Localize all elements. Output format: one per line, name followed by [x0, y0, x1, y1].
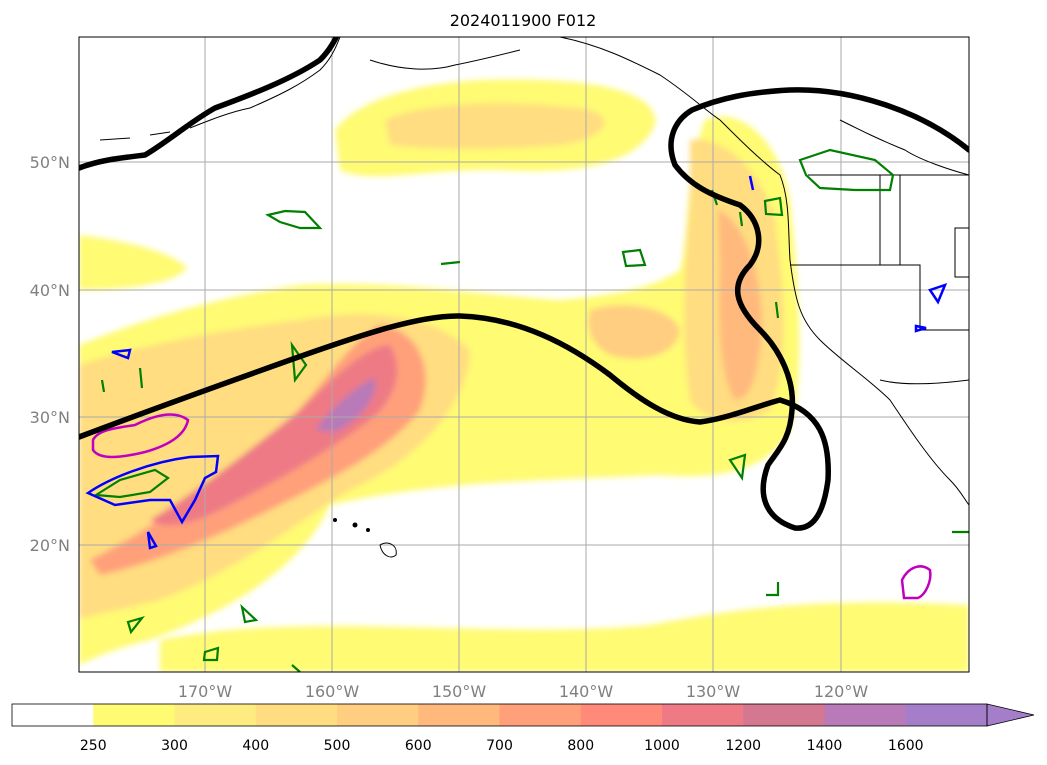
- colorbar-swatch: [255, 704, 338, 726]
- colorbar-tick-label: 300: [161, 738, 188, 754]
- ivt-1400-region: [315, 378, 376, 432]
- lat-label: 20°N: [30, 536, 70, 555]
- lon-label: 120°W: [814, 682, 869, 701]
- map-frame: [78, 36, 970, 673]
- green-contours: [92, 148, 969, 672]
- map-title: 2024011900 F012: [450, 11, 597, 30]
- colorbar-swatch: [93, 704, 175, 726]
- colorbar-swatch: [580, 704, 663, 726]
- lat-label: 30°N: [30, 408, 70, 427]
- lon-labels: 170°W 160°W 150°W 140°W 130°W 120°W: [178, 682, 869, 701]
- ivt-400-region-north: [385, 103, 605, 149]
- lon-label: 160°W: [305, 682, 360, 701]
- ivt-filled-contours: [79, 79, 969, 672]
- colorbar-tick-labels: 250 300 400 500 600 700 800 1000 1200 1400 1600: [80, 738, 924, 754]
- colorbar-tick-label: 1600: [888, 738, 924, 754]
- lon-label: 130°W: [686, 682, 741, 701]
- map-panel[interactable]: [78, 30, 970, 673]
- colorbar-swatch: [337, 704, 419, 726]
- colorbar-tick-label: 400: [242, 738, 269, 754]
- colorbar: 250 300 400 500 600 700 800 1000 1200 1400 1600: [11, 703, 1035, 754]
- lat-label: 50°N: [30, 153, 70, 172]
- colorbar-frame: [11, 703, 988, 727]
- colorbar-swatch: [905, 704, 988, 726]
- ivt-250-region-south: [160, 602, 969, 672]
- gridlines: [79, 37, 969, 672]
- colorbar-tick-label: 600: [405, 738, 432, 754]
- colorbar-swatch: [418, 704, 500, 726]
- colorbar-tick-label: 1200: [725, 738, 761, 754]
- black-contours: [79, 37, 969, 531]
- lat-labels: 50°N 40°N 30°N 20°N: [30, 153, 70, 555]
- colorbar-tick-label: 250: [80, 738, 107, 754]
- colorbar-swatch: [12, 704, 94, 726]
- colorbar-tick-label: 1400: [807, 738, 843, 754]
- lon-label: 170°W: [178, 682, 233, 701]
- colorbar-swatch: [662, 704, 744, 726]
- colorbar-swatches: [12, 704, 988, 726]
- ivt-400-region-mid: [588, 305, 680, 359]
- ivt-1000-region: [150, 345, 398, 526]
- colorbar-tick-label: 1000: [644, 738, 680, 754]
- state-borders: [790, 264, 969, 331]
- colorbar-swatch: [174, 704, 257, 726]
- lon-label: 140°W: [559, 682, 614, 701]
- lat-label: 40°N: [30, 281, 70, 300]
- lon-label: 150°W: [432, 682, 487, 701]
- magenta-contours: [91, 413, 932, 600]
- colorbar-tick-label: 500: [324, 738, 351, 754]
- hawaiian-islands: [333, 518, 397, 558]
- ivt-250-region-west: [79, 235, 187, 290]
- colorbar-swatch: [743, 704, 825, 726]
- colorbar-extend-arrow: [986, 703, 1035, 727]
- colorbar-tick-label: 700: [486, 738, 513, 754]
- colorbar-swatch: [824, 704, 907, 726]
- colorbar-tick-label: 800: [567, 738, 594, 754]
- colorbar-swatch: [499, 704, 582, 726]
- coastlines: [99, 37, 969, 506]
- blue-contours: [85, 175, 948, 550]
